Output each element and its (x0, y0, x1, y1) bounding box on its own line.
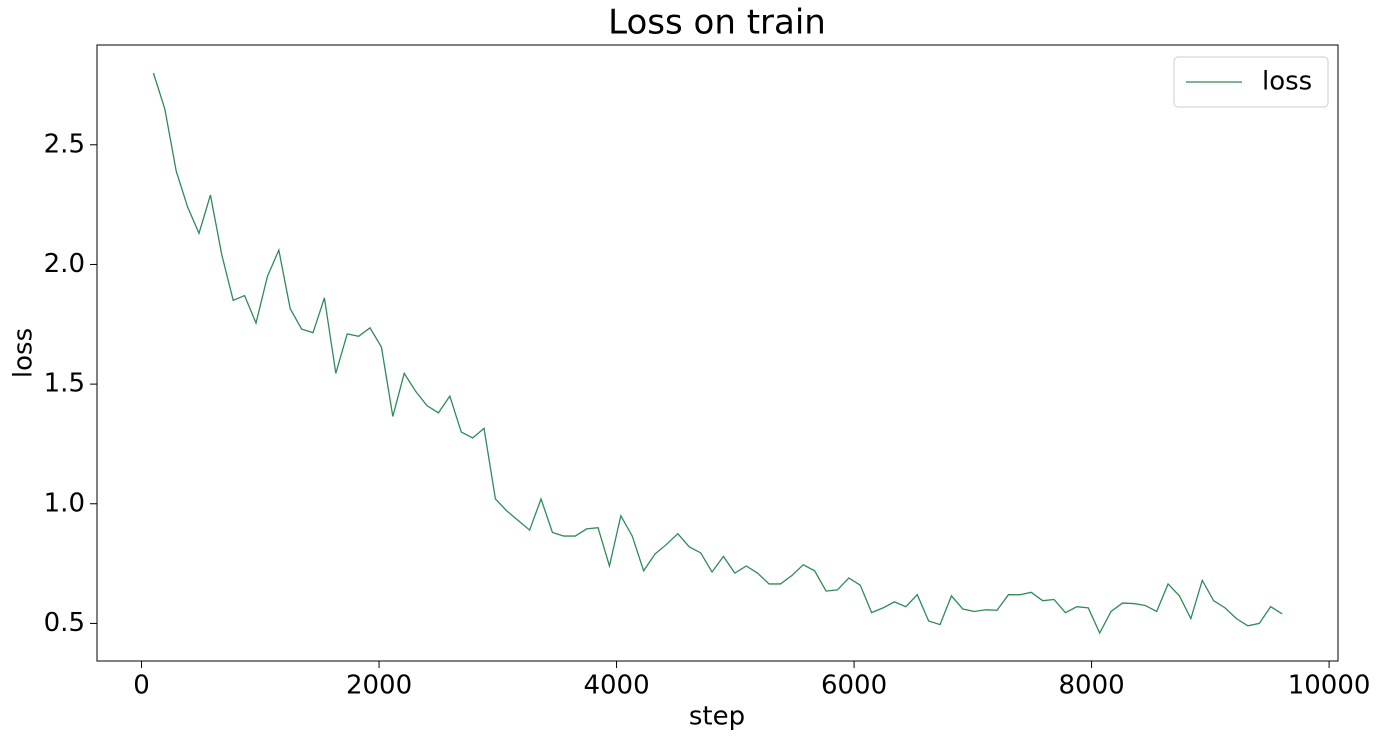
x-tick-label: 4000 (583, 671, 649, 701)
y-tick-label: 0.5 (44, 608, 85, 638)
x-tick-label: 6000 (821, 671, 887, 701)
x-tick-label: 8000 (1058, 671, 1124, 701)
x-tick-label: 0 (133, 671, 150, 701)
plot-frame (96, 44, 1339, 662)
line (152, 72, 1283, 635)
y-tick-label: 2.5 (44, 129, 85, 159)
y-tick-label: 1.5 (44, 369, 85, 399)
y-tick-label: 1.0 (44, 488, 85, 518)
y-axis-label: loss (9, 328, 39, 378)
x-tick-label: 2000 (346, 671, 412, 701)
y-tick-label: 2.0 (44, 249, 85, 279)
x-axis-label: step (689, 702, 745, 732)
legend-box (1173, 56, 1329, 108)
legend-label: loss (1262, 67, 1312, 97)
chart-title: Loss on train (608, 3, 826, 43)
x-tick-label: 10000 (1288, 671, 1371, 701)
